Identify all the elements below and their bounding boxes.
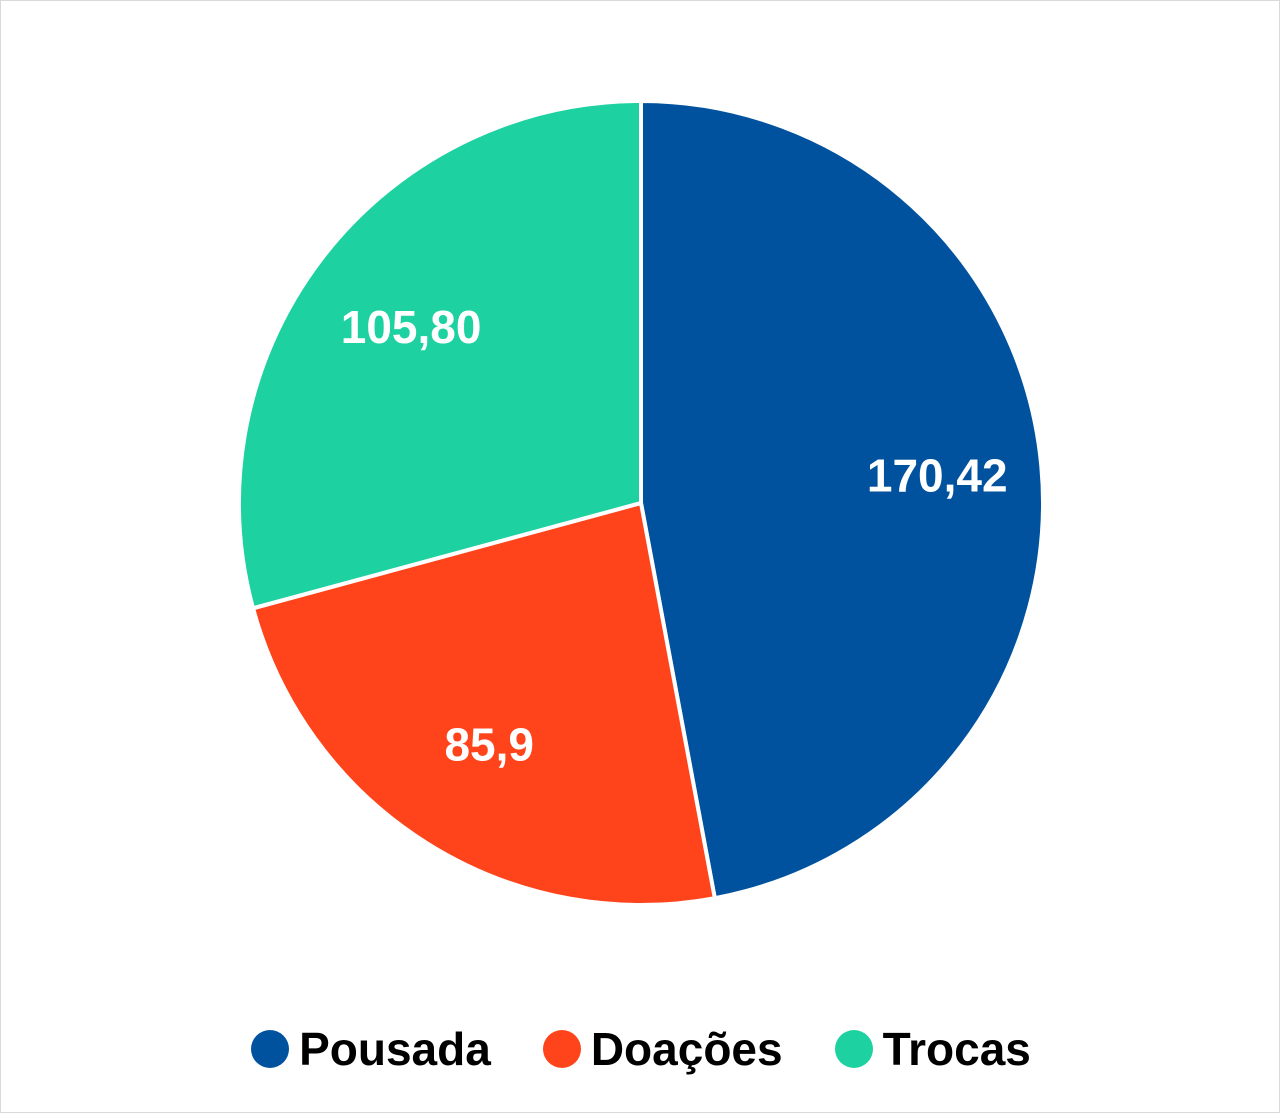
legend-item-trocas: Trocas xyxy=(834,1023,1031,1075)
pie-slice-doações xyxy=(251,501,717,907)
data-label-doações: 85,9 xyxy=(444,719,534,771)
pie-slice-trocas xyxy=(237,99,643,611)
legend-swatch-doações xyxy=(542,1030,581,1068)
legend-item-doações: Doações xyxy=(542,1023,783,1075)
pie-chart: 170,42 85,9 105,80 xyxy=(237,99,1045,907)
pie-slice-pousada xyxy=(639,99,1045,901)
legend-item-pousada: Pousada xyxy=(251,1026,491,1072)
legend-label-pousada: Pousada xyxy=(299,1023,491,1075)
legend: Pousada Doações Trocas xyxy=(1,1019,1280,1079)
legend-label-doações: Doações xyxy=(590,1023,783,1075)
data-label-pousada: 170,42 xyxy=(867,450,1008,502)
legend-swatch-trocas xyxy=(834,1030,873,1068)
legend-swatch-pousada xyxy=(251,1030,290,1068)
data-label-trocas: 105,80 xyxy=(341,301,482,353)
legend-label-trocas: Trocas xyxy=(882,1023,1031,1075)
